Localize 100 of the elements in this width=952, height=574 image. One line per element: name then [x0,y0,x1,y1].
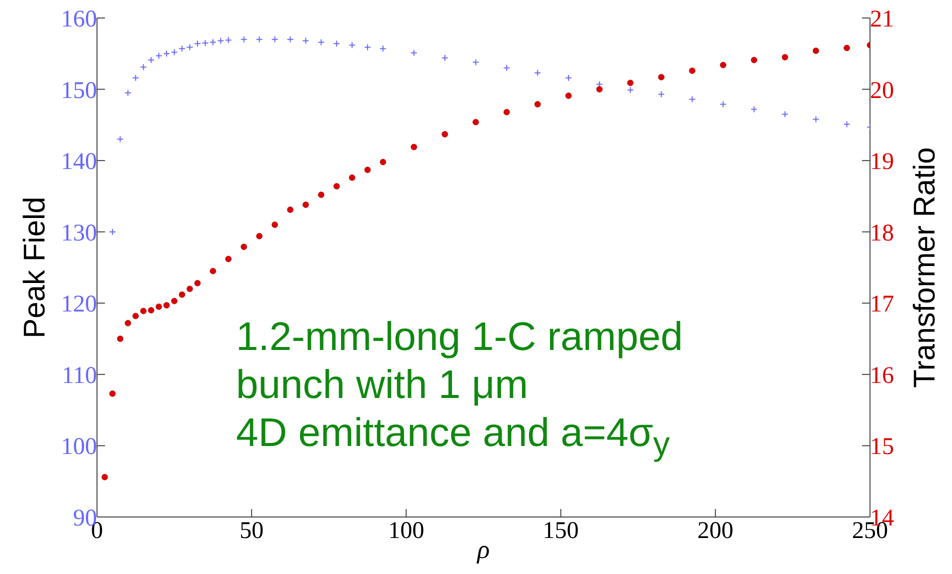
point [140,64,147,71]
point [504,108,510,116]
y2-tick-label: 18 [870,220,894,246]
point [217,37,224,44]
point [209,38,216,46]
point [178,45,186,52]
point [117,336,124,342]
point [441,54,448,62]
x-tick-label: 200 [697,518,734,544]
point [163,50,170,58]
y-tick-label: 160 [61,6,97,33]
y2-tick-label: 17 [870,292,894,318]
y2-tick-label: 16 [870,362,894,389]
point [132,74,140,82]
point [170,48,178,56]
point [194,40,201,48]
point [534,69,542,76]
point [720,62,726,68]
point [102,474,108,480]
point [565,92,572,99]
point [812,116,820,123]
point [565,74,572,82]
point [750,106,758,113]
point [140,308,147,314]
point [224,36,232,44]
point [108,228,116,236]
point [410,144,418,150]
point [812,48,820,54]
point [843,120,850,128]
point [472,58,480,66]
point [596,86,603,92]
y2-tick-label: 20 [870,78,894,104]
y-tick-label: 130 [61,220,97,246]
y-tick-label: 120 [61,292,97,318]
x-tick-label: 50 [240,518,264,544]
point [186,44,194,51]
point [844,44,850,52]
y-axis-title: Peak Field [18,196,52,338]
x-axis-title: ρ [476,535,490,564]
point [364,166,371,173]
point [302,37,310,44]
point [171,298,178,304]
point [202,39,209,46]
point [156,304,162,310]
y-tick-label: 150 [61,78,97,104]
point [333,40,340,48]
point [148,56,155,64]
point [225,256,232,262]
point [380,158,386,166]
y-tick-label: 100 [61,434,97,460]
y2-tick-label: 21 [870,6,894,33]
point [210,268,216,274]
annotation: 1.2-mm-long 1-C ramped bunch with 1 μm 4D emittance and a=4σ$_{y}$ [236,314,683,465]
x-tick-label: 150 [542,518,579,544]
point [627,80,634,86]
point [256,232,262,240]
point [364,44,372,51]
point [271,36,278,43]
point [380,45,387,52]
point [720,100,727,108]
point [163,302,170,308]
point [333,183,340,190]
point [782,54,788,60]
y-tick-label: 140 [61,149,97,176]
point [318,38,325,46]
point [318,192,324,198]
point [178,291,186,298]
point [442,131,448,138]
y-tick-label: 110 [62,362,97,389]
point [186,286,193,292]
point [124,320,132,326]
y2-tick-label: 15 [870,434,894,460]
point [256,36,263,43]
point [688,96,696,103]
point [240,36,248,43]
point [109,390,116,397]
point [534,101,541,108]
point [348,42,356,49]
y2-tick-label: 19 [870,149,894,176]
point [116,136,124,143]
point [194,280,201,286]
point [658,90,665,98]
point [626,86,634,94]
point [302,202,309,208]
point [148,307,154,314]
x-tick-label: 100 [388,518,424,544]
point [503,64,510,72]
point [410,49,418,56]
point [658,74,664,80]
point [781,110,788,118]
point [689,68,696,74]
point [124,89,132,96]
point [472,118,479,126]
point [287,206,294,213]
point [132,312,139,320]
y2-axis-title: Transformer Ratio [908,147,942,388]
point [348,174,356,181]
point [286,36,294,43]
point [155,52,162,60]
point [240,244,248,250]
